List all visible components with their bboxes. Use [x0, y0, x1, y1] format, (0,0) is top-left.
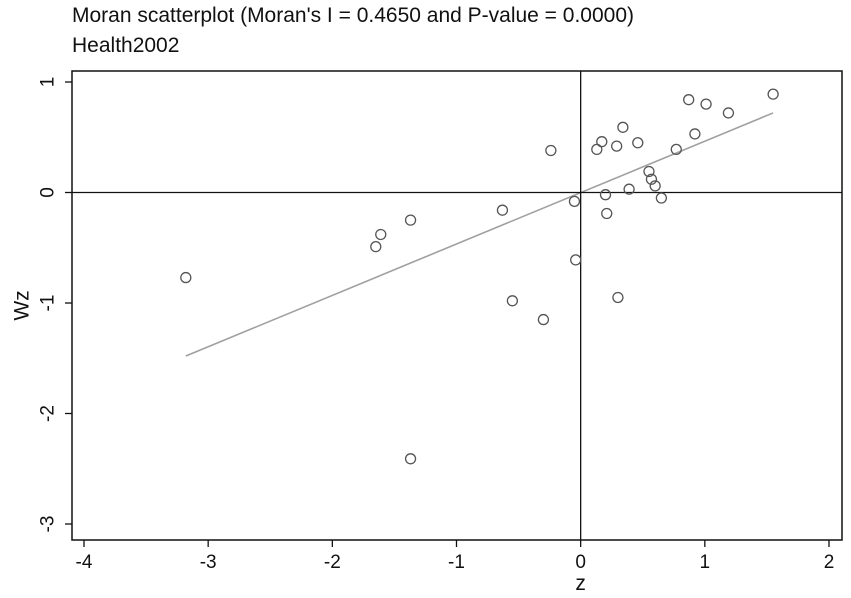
chart-subtitle: Health2002: [72, 34, 180, 57]
scatter-point: [649, 180, 661, 192]
scatter-point: [611, 140, 623, 152]
scatter-point: [599, 189, 612, 201]
scatter-point: [683, 94, 695, 106]
y-tick-label: -2: [38, 405, 59, 422]
x-tick-label: 1: [700, 552, 711, 573]
scatter-point: [670, 143, 682, 156]
scatter-point: [545, 144, 557, 157]
scatter-point: [404, 214, 417, 226]
x-tick-label: 2: [824, 552, 835, 573]
x-tick-label: -1: [448, 552, 465, 573]
scatter-point: [370, 240, 382, 253]
scatter-point: [568, 195, 581, 207]
scatter-point: [496, 204, 509, 216]
scatter-point: [591, 143, 603, 156]
scatter-point: [570, 254, 582, 266]
y-tick-label: 0: [38, 187, 59, 198]
scatter-point: [612, 291, 624, 304]
y-tick-label: 1: [38, 77, 59, 88]
scatter-point: [617, 121, 629, 133]
scatter-point: [632, 137, 644, 149]
scatter-point: [506, 295, 519, 307]
scatter-point: [700, 98, 712, 110]
y-tick-label: -3: [38, 516, 59, 533]
x-tick-label: -3: [200, 552, 217, 573]
plot-frame: [71, 70, 843, 541]
scatter-point: [689, 128, 701, 140]
scatter-point: [643, 165, 655, 178]
scatter-point: [180, 271, 192, 284]
scatter-point: [722, 107, 735, 119]
x-axis-label: z: [575, 572, 586, 595]
scatter-point: [537, 313, 550, 326]
scatter-point: [623, 183, 635, 195]
scatter-point: [601, 207, 613, 220]
scatter-point: [767, 88, 779, 100]
x-tick-label: -4: [76, 552, 93, 573]
chart-title: Moran scatterplot (Moran's I = 0.4650 an…: [72, 4, 634, 27]
fit-line: [185, 112, 774, 357]
scatter-point: [375, 228, 387, 241]
x-tick-label: -2: [324, 552, 341, 573]
scatter-point: [404, 453, 417, 465]
scatter-point: [645, 173, 658, 185]
scatter-point: [596, 136, 608, 148]
y-axis-label: Wz: [11, 290, 34, 320]
x-tick-label: 0: [575, 552, 586, 573]
scatter-point: [655, 192, 668, 204]
y-tick-label: -1: [38, 295, 59, 312]
